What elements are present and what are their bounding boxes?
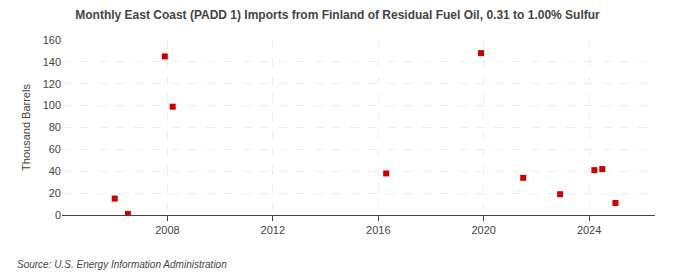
svg-text:Source: U.S. Energy Informatio: Source: U.S. Energy Information Administ… [17, 259, 227, 270]
svg-text:2024: 2024 [577, 224, 601, 236]
svg-text:2020: 2020 [471, 224, 495, 236]
svg-text:0: 0 [55, 209, 61, 221]
svg-text:60: 60 [49, 143, 61, 155]
svg-text:20: 20 [49, 187, 61, 199]
svg-text:2012: 2012 [261, 224, 285, 236]
svg-text:2016: 2016 [366, 224, 390, 236]
svg-text:2008: 2008 [155, 224, 179, 236]
svg-text:40: 40 [49, 165, 61, 177]
svg-text:Monthly East Coast (PADD 1) Im: Monthly East Coast (PADD 1) Imports from… [75, 8, 600, 22]
svg-text:120: 120 [43, 78, 61, 90]
svg-text:100: 100 [43, 99, 61, 111]
svg-text:160: 160 [43, 34, 61, 46]
svg-text:80: 80 [49, 121, 61, 133]
svg-text:Thousand Barrels: Thousand Barrels [20, 84, 32, 171]
svg-text:140: 140 [43, 56, 61, 68]
